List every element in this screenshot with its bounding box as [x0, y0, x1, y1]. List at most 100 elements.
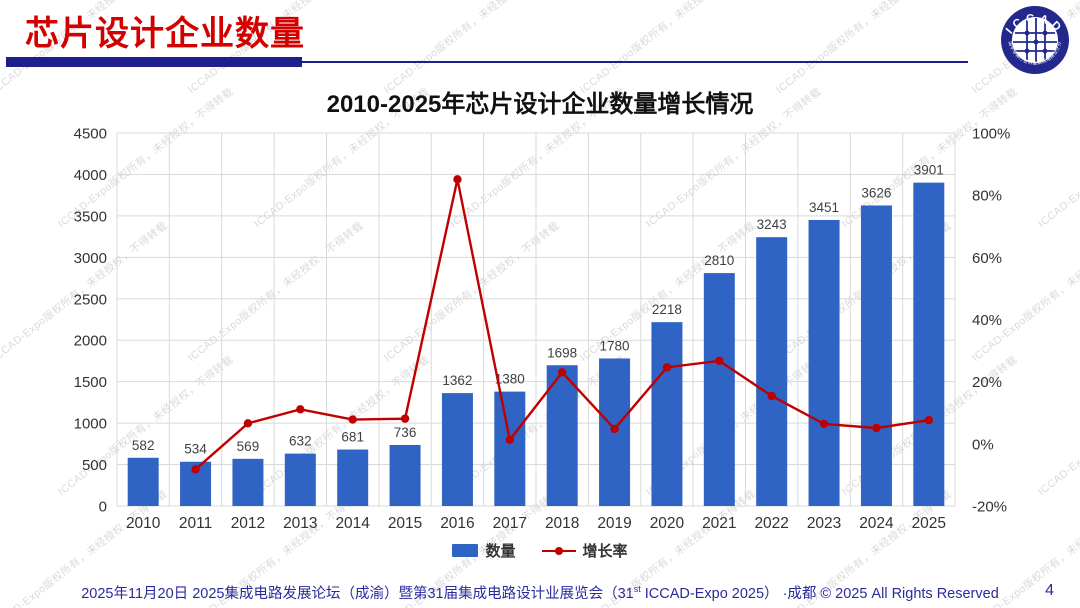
x-axis-label: 2022: [754, 515, 788, 532]
legend-bar-label: 数量: [485, 543, 516, 560]
title-underline-bar: [6, 57, 302, 67]
watermark-text: ICCAD-Expo版权所有，未经授权，不得转载: [577, 0, 758, 97]
bar-label-2015: 736: [394, 425, 417, 440]
x-axis-label: 2019: [597, 515, 631, 532]
right-axis-tick: 80%: [972, 188, 1002, 205]
x-axis-label: 2020: [650, 515, 685, 532]
bar-label-2013: 632: [289, 434, 312, 449]
x-axis-label: 2023: [807, 515, 841, 532]
x-axis-label: 2018: [545, 515, 579, 532]
x-axis-label: 2024: [859, 515, 894, 532]
x-axis-label: 2025: [912, 515, 946, 532]
left-axis-tick: 4000: [74, 167, 107, 184]
x-axis-label: 2014: [335, 515, 370, 532]
bar-2025: [913, 182, 945, 506]
bar-label-2021: 2810: [704, 253, 734, 268]
bar-2022: [756, 237, 788, 506]
legend-item-bars: 数量: [452, 540, 516, 561]
left-axis-tick: 0: [99, 499, 107, 516]
growth-point-2012: [243, 419, 253, 428]
bar-label-2025: 3901: [914, 163, 944, 178]
x-axis-label: 2011: [179, 515, 212, 532]
left-axis-tick: 3500: [74, 208, 107, 225]
legend-line-dot: [554, 546, 563, 555]
right-axis-tick: 20%: [972, 374, 1002, 391]
bar-label-2011: 534: [184, 442, 207, 457]
bar-label-2024: 3626: [861, 185, 891, 200]
footer-text-part2: ICCAD-Expo 2025） ·成都 © 2025 All Rights R…: [640, 586, 999, 602]
growth-point-2023: [819, 419, 829, 429]
bar-2015: [389, 444, 421, 506]
legend-line-swatch: [541, 544, 576, 557]
growth-point-2011: [191, 465, 200, 474]
left-axis-tick: 2500: [74, 291, 107, 308]
growth-point-2014: [348, 415, 357, 424]
bar-2013: [284, 453, 316, 506]
right-axis-tick: 60%: [972, 250, 1002, 267]
chart-legend: 数量 增长率: [0, 540, 1080, 561]
bar-2017: [494, 391, 526, 506]
iccad-logo: ICCAD 中国半导体行业协会集成电路设计分会: [996, 0, 1072, 77]
page-title: 芯片设计企业数量: [25, 15, 305, 53]
title-underline-line: [302, 61, 968, 63]
growth-point-2015: [400, 414, 410, 423]
bar-2021: [703, 273, 735, 506]
bar-label-2018: 1698: [547, 345, 577, 360]
x-axis-label: 2017: [493, 515, 527, 532]
bar-label-2010: 582: [132, 438, 155, 453]
growth-point-2021: [715, 356, 724, 366]
growth-point-2013: [296, 405, 305, 414]
legend-bar-swatch: [452, 544, 479, 557]
x-axis-label: 2013: [283, 515, 317, 532]
bar-label-2014: 681: [341, 430, 364, 445]
growth-point-2025: [924, 416, 934, 425]
growth-point-2019: [610, 424, 619, 434]
x-axis-label: 2016: [440, 515, 474, 532]
left-axis-tick: 4500: [74, 126, 107, 143]
bar-2016: [441, 393, 473, 506]
bar-label-2022: 3243: [757, 217, 787, 232]
growth-point-2017: [505, 435, 515, 444]
right-axis-tick: 40%: [972, 312, 1002, 329]
left-axis-tick: 2000: [74, 333, 107, 350]
growth-point-2016: [453, 175, 462, 184]
growth-point-2024: [872, 423, 881, 433]
footer-superscript: st: [633, 584, 641, 595]
bar-2020: [651, 322, 683, 506]
bar-2023: [808, 219, 840, 506]
bar-2018: [546, 365, 578, 506]
bar-2014: [337, 449, 369, 506]
bar-2012: [232, 458, 264, 506]
watermark-text: ICCAD-Expo版权所有，未经授权，不得转载: [381, 0, 562, 97]
left-axis-tick: 3000: [74, 250, 107, 267]
growth-point-2020: [662, 363, 672, 372]
bar-label-2012: 569: [237, 439, 260, 454]
footer-text: 2025年11月20日 2025集成电路发展论坛（成渝）暨第31届集成电路设计业…: [0, 582, 1080, 603]
watermark-text: ICCAD-Expo版权所有，未经授权，不得转载: [773, 0, 954, 97]
left-axis-tick: 500: [82, 457, 107, 474]
legend-line-label: 增长率: [582, 543, 628, 560]
legend-item-line: 增长率: [541, 540, 628, 561]
bar-2010: [127, 457, 159, 506]
bar-label-2019: 1780: [600, 338, 630, 353]
chart-title: 2010-2025年芯片设计企业数量增长情况: [326, 91, 754, 118]
x-axis-label: 2015: [388, 515, 422, 532]
bar-label-2023: 3451: [809, 200, 839, 215]
right-axis-tick: -20%: [972, 499, 1007, 516]
bar-label-2017: 1380: [495, 372, 525, 387]
left-axis-tick: 1500: [74, 374, 107, 391]
right-axis-tick: 0%: [972, 436, 994, 453]
bar-label-2020: 2218: [652, 302, 682, 317]
logo-ic-dots: [1024, 30, 1048, 54]
x-axis-label: 2010: [126, 515, 161, 532]
combo-chart: 0 500 1000 1500 2000 2500 3000 3500 4000 4500 -20%…: [74, 126, 1011, 533]
bar-2024: [860, 205, 892, 506]
right-axis-tick: 100%: [972, 126, 1010, 143]
page-number: 4: [1045, 582, 1054, 599]
x-axis-label: 2012: [231, 515, 265, 532]
footer-text-part1: 2025年11月20日 2025集成电路发展论坛（成渝）暨第31届集成电路设计业…: [81, 586, 634, 602]
iccad-logo-svg: ICCAD 中国半导体行业协会集成电路设计分会: [996, 0, 1069, 74]
left-axis-tick: 1000: [74, 416, 107, 433]
x-axis-label: 2021: [702, 515, 736, 532]
